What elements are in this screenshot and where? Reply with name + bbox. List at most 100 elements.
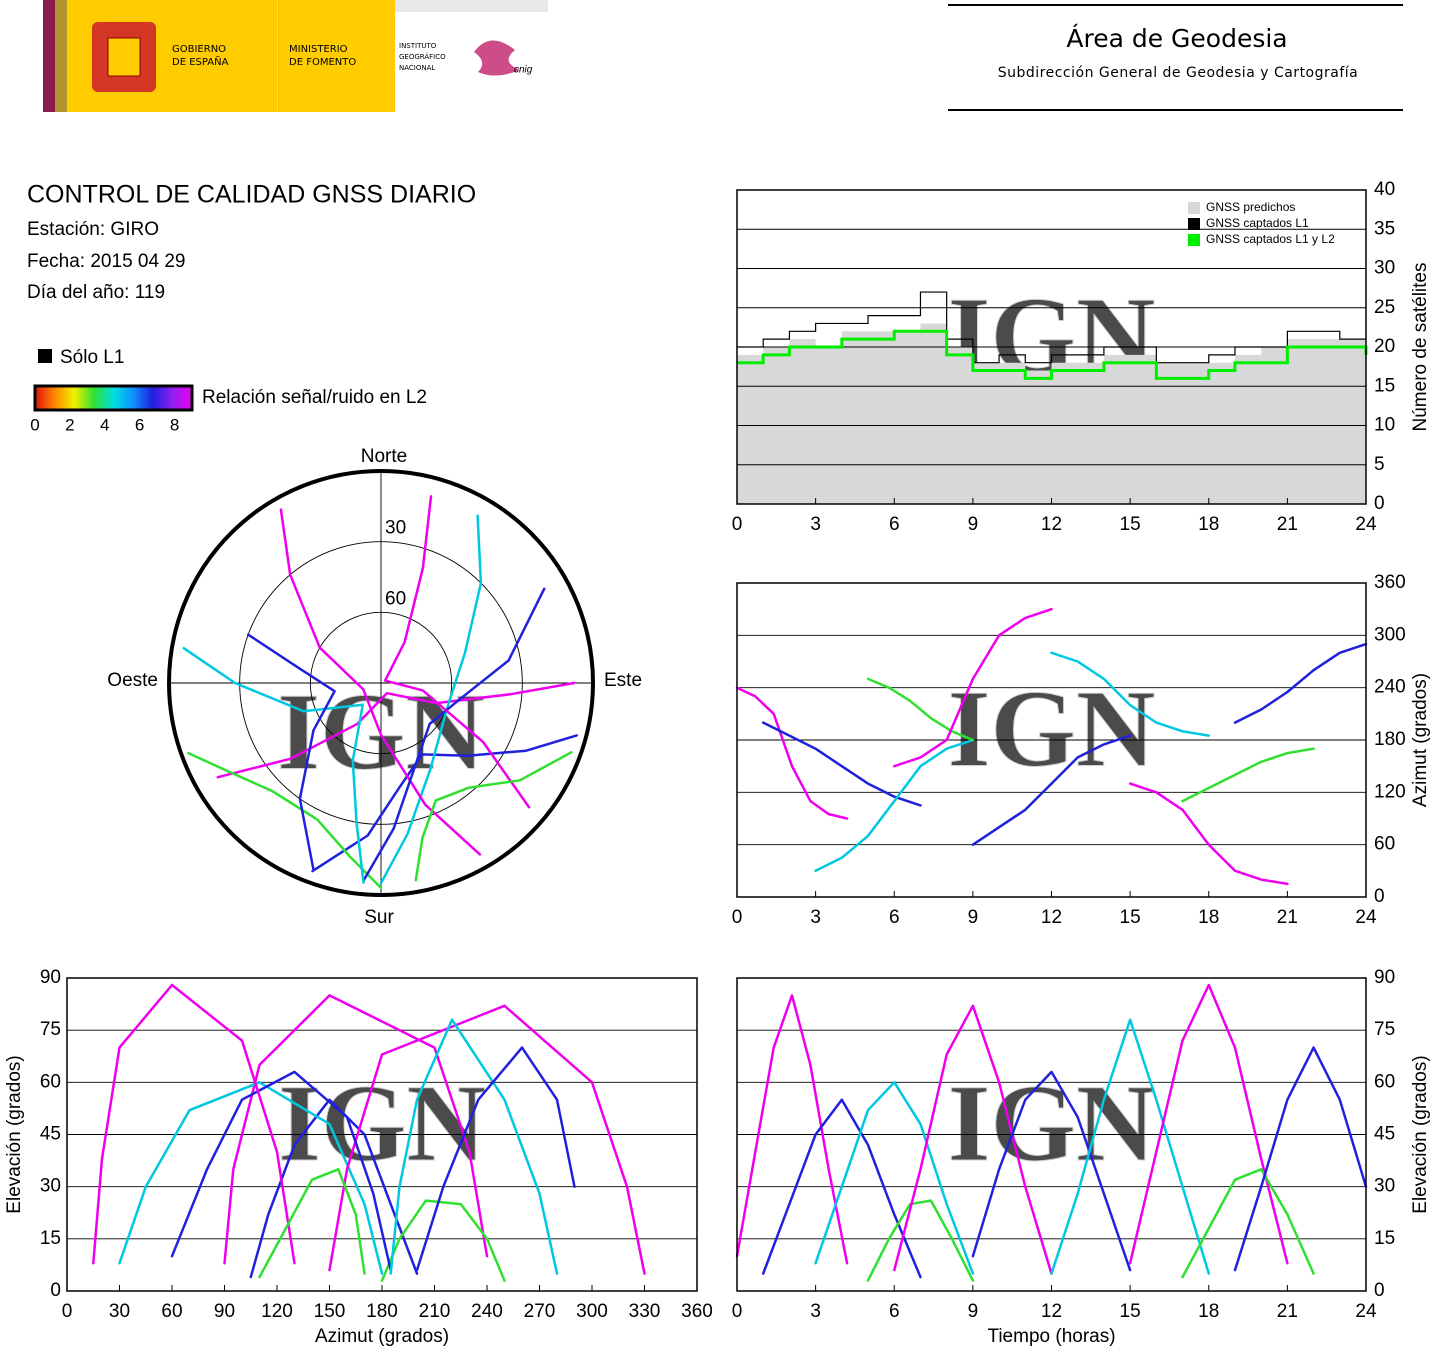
legend-swatch <box>1188 202 1200 214</box>
y-tick-label: 35 <box>1374 218 1395 239</box>
x-tick-label: 270 <box>524 1301 556 1322</box>
sky-track <box>216 681 576 779</box>
x-tick-label: 18 <box>1198 1301 1219 1322</box>
y-axis-label: Número de satélites <box>1410 263 1431 432</box>
y-tick-label: 60 <box>40 1071 61 1092</box>
sky-track <box>187 751 383 890</box>
y-tick-label: 10 <box>1374 415 1395 436</box>
panel: IGN 0 15 30 45 60 75 90 0 3 6 9 12 15 18 21 24 Tiempo (ho… <box>732 967 1431 1347</box>
elevation-azimuth-track <box>118 1081 384 1275</box>
flag-yellow <box>55 0 67 112</box>
colorbar <box>33 384 194 412</box>
x-tick-label: 9 <box>968 514 979 535</box>
y-tick-label: 90 <box>40 967 61 988</box>
x-tick-label: 21 <box>1277 514 1298 535</box>
x-tick-label: 360 <box>681 1301 713 1322</box>
plot-border <box>736 977 1367 1292</box>
y-tick-label: 40 <box>1374 179 1395 200</box>
horizon <box>167 469 595 897</box>
y-tick-label: 75 <box>40 1019 61 1040</box>
watermark: IGN <box>948 667 1156 789</box>
x-tick-label: 15 <box>1120 514 1141 535</box>
elevation-azimuth-track <box>249 1098 419 1279</box>
elevation-azimuth-track <box>389 1018 559 1275</box>
elevation-azimuth-track <box>328 1004 646 1275</box>
west-label: Oeste <box>107 670 158 691</box>
ign-logo <box>474 40 520 76</box>
x-tick-label: 210 <box>419 1301 451 1322</box>
sky-track <box>246 633 336 871</box>
header-logos: GOBIERNO DE ESPAÑA MINISTERIO DE FOMENTO… <box>43 0 548 112</box>
y-axis-label: Azimut (grados) <box>1410 673 1431 807</box>
y-tick-label: 0 <box>1374 886 1385 907</box>
legend-label: GNSS captados L1 <box>1206 216 1309 230</box>
instituto-line: INSTITUTO <box>399 42 437 50</box>
y-tick-label: 90 <box>1374 967 1395 988</box>
x-tick-label: 12 <box>1041 514 1062 535</box>
data-layer <box>735 607 1368 886</box>
x-tick-label: 3 <box>810 907 821 928</box>
azimuth-track <box>1050 651 1211 737</box>
x-tick-label: 6 <box>889 1301 900 1322</box>
plot-border <box>736 189 1367 505</box>
area-title: Área de Geodesia <box>1066 24 1287 53</box>
sky-track <box>362 587 546 882</box>
plot-border <box>736 582 1367 898</box>
y-tick-label: 360 <box>1374 572 1406 593</box>
elevation-time-track <box>761 1098 922 1279</box>
x-tick-label: 12 <box>1041 1301 1062 1322</box>
azimuth-track <box>893 607 1053 768</box>
north-label: Norte <box>361 446 407 467</box>
x-tick-label: 6 <box>889 514 900 535</box>
x-tick-label: 3 <box>810 514 821 535</box>
y-tick-label: 0 <box>50 1280 61 1301</box>
azimuth-track <box>761 721 922 807</box>
x-tick-label: 3 <box>810 1301 821 1322</box>
legend-label: GNSS captados L1 y L2 <box>1206 232 1335 246</box>
elevation-time-track <box>1181 1168 1315 1279</box>
data-layer <box>92 983 646 1282</box>
elevation-time-track <box>1128 983 1289 1265</box>
y-tick-label: 25 <box>1374 297 1395 318</box>
elevation-time-track <box>814 1081 975 1275</box>
l1-only-label: Sólo L1 <box>60 347 124 368</box>
x-tick-label: 24 <box>1355 1301 1377 1322</box>
ministerio-panel <box>278 0 395 112</box>
legend-label: GNSS predichos <box>1206 200 1295 214</box>
x-tick-label: 21 <box>1277 1301 1298 1322</box>
x-tick-label: 15 <box>1120 1301 1141 1322</box>
y-tick-label: 30 <box>1374 1176 1395 1197</box>
l1-only-swatch <box>38 349 52 363</box>
azimuth-track <box>1128 782 1289 886</box>
x-tick-label: 300 <box>576 1301 608 1322</box>
x-tick-label: 30 <box>109 1301 130 1322</box>
x-tick-label: 0 <box>732 907 743 928</box>
x-tick-label: 12 <box>1041 907 1062 928</box>
date: Fecha: 2015 04 29 <box>27 251 185 272</box>
x-axis-label: Tiempo (horas) <box>987 1326 1115 1347</box>
x-tick-label: 90 <box>214 1301 235 1322</box>
sky-track <box>383 495 531 809</box>
x-tick-label: 9 <box>968 1301 979 1322</box>
y-tick-label: 0 <box>1374 1280 1385 1301</box>
y-tick-label: 15 <box>1374 1228 1395 1249</box>
flag-red <box>43 0 55 112</box>
legend-swatch <box>1188 218 1200 230</box>
day-of-year: Día del año: 119 <box>27 282 165 303</box>
y-tick-label: 15 <box>1374 375 1395 396</box>
colorbar-tick-label: 2 <box>65 415 74 434</box>
x-tick-label: 330 <box>629 1301 661 1322</box>
y-tick-label: 75 <box>1374 1019 1395 1040</box>
elevation-azimuth-track <box>223 994 489 1265</box>
elevation-time-track <box>893 1004 1053 1275</box>
y-tick-label: 60 <box>1374 1071 1395 1092</box>
x-tick-label: 6 <box>889 907 900 928</box>
elevation-azimuth-track <box>170 1070 392 1272</box>
sky-track <box>379 514 483 885</box>
coat-of-arms-shield <box>107 37 141 77</box>
x-tick-label: 150 <box>314 1301 346 1322</box>
gobierno-line: DE ESPAÑA <box>172 55 229 68</box>
